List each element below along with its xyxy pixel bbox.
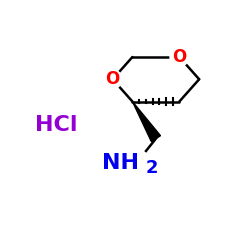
- Text: 2: 2: [146, 159, 158, 177]
- Text: O: O: [106, 70, 120, 88]
- Circle shape: [170, 48, 189, 66]
- Circle shape: [103, 70, 122, 89]
- Text: HCl: HCl: [34, 115, 77, 135]
- Text: O: O: [172, 48, 186, 66]
- Polygon shape: [132, 102, 160, 141]
- Text: NH: NH: [102, 153, 138, 173]
